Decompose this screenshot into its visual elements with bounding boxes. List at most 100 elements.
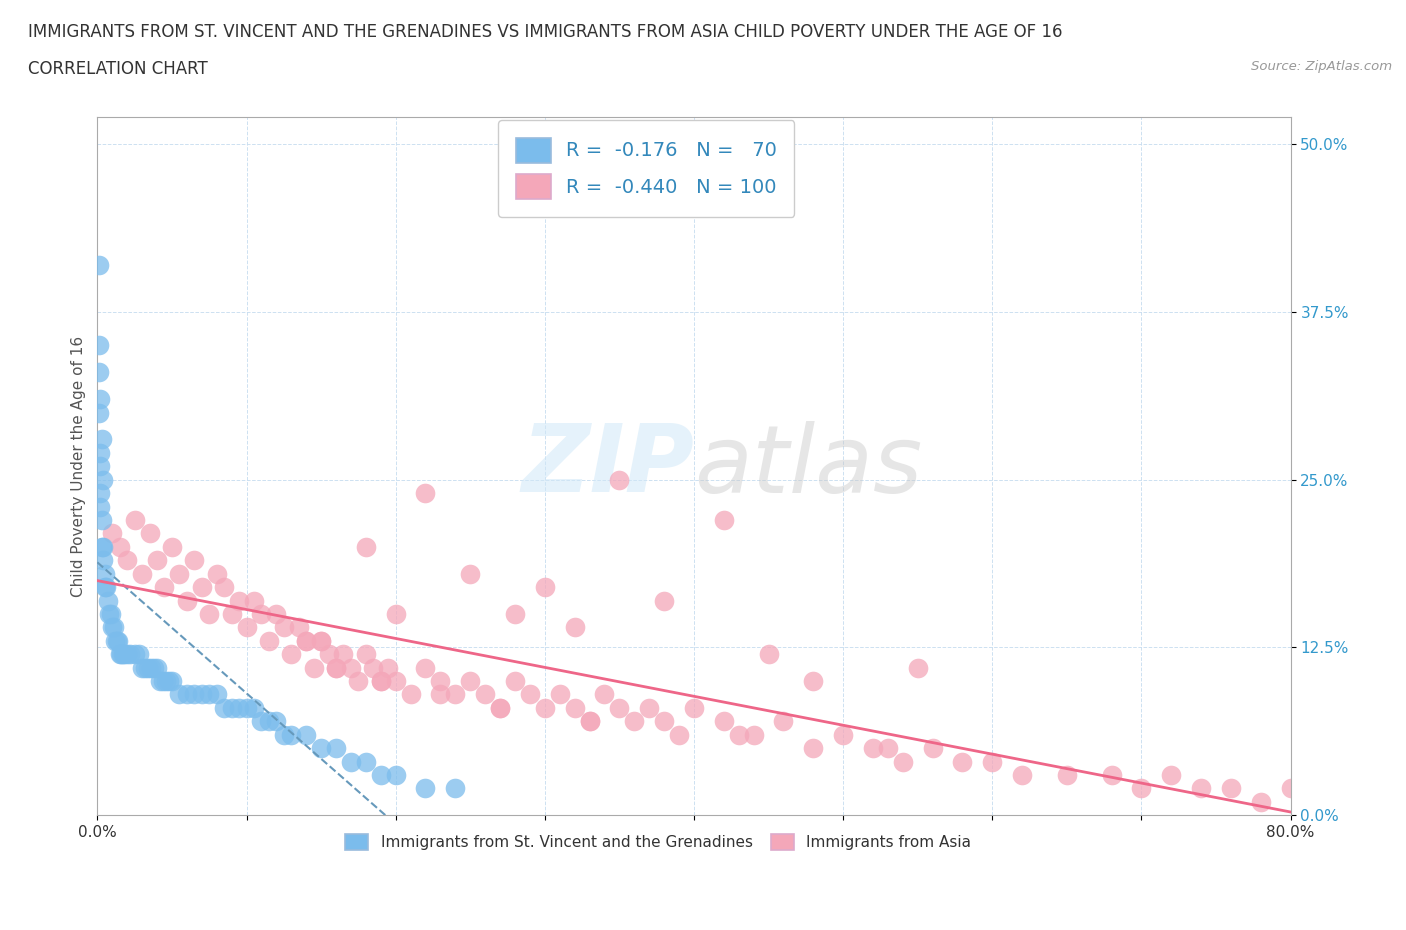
Point	[444, 687, 467, 702]
Point	[190, 579, 212, 594]
Point	[155, 673, 177, 688]
Point	[489, 700, 512, 715]
Point	[332, 646, 354, 661]
Point	[190, 687, 212, 702]
Point	[104, 633, 127, 648]
Point	[564, 620, 586, 635]
Point	[124, 512, 146, 527]
Point	[152, 673, 174, 688]
Point	[832, 727, 855, 742]
Point	[89, 392, 111, 406]
Point	[399, 687, 422, 702]
Point	[1101, 767, 1123, 782]
Point	[713, 512, 735, 527]
Point	[609, 700, 631, 715]
Point	[212, 579, 235, 594]
Point	[772, 714, 794, 729]
Point	[139, 660, 162, 675]
Point	[652, 593, 675, 608]
Point	[458, 566, 481, 581]
Point	[98, 606, 121, 621]
Point	[668, 727, 690, 742]
Point	[295, 633, 318, 648]
Point	[384, 673, 406, 688]
Point	[727, 727, 749, 742]
Point	[198, 606, 221, 621]
Point	[593, 687, 616, 702]
Point	[309, 633, 332, 648]
Point	[221, 606, 243, 621]
Point	[638, 700, 661, 715]
Point	[981, 754, 1004, 769]
Point	[91, 472, 114, 487]
Point	[578, 714, 600, 729]
Point	[146, 660, 169, 675]
Point	[273, 620, 295, 635]
Point	[907, 660, 929, 675]
Text: atlas: atlas	[695, 420, 922, 512]
Point	[90, 512, 112, 527]
Point	[250, 606, 273, 621]
Point	[325, 660, 347, 675]
Point	[801, 740, 824, 755]
Point	[153, 579, 176, 594]
Point	[108, 646, 131, 661]
Point	[503, 673, 526, 688]
Point	[309, 740, 332, 755]
Point	[101, 620, 124, 635]
Point	[111, 646, 134, 661]
Point	[90, 432, 112, 447]
Point	[1189, 781, 1212, 796]
Point	[257, 714, 280, 729]
Point	[266, 714, 288, 729]
Point	[742, 727, 765, 742]
Point	[100, 606, 122, 621]
Point	[370, 673, 392, 688]
Point	[287, 620, 309, 635]
Point	[138, 526, 160, 541]
Point	[205, 566, 228, 581]
Y-axis label: Child Poverty Under the Age of 16: Child Poverty Under the Age of 16	[72, 336, 86, 597]
Point	[89, 499, 111, 514]
Point	[228, 593, 250, 608]
Point	[212, 700, 235, 715]
Point	[91, 539, 114, 554]
Point	[183, 687, 205, 702]
Point	[713, 714, 735, 729]
Point	[415, 660, 437, 675]
Point	[157, 673, 180, 688]
Point	[280, 646, 302, 661]
Point	[862, 740, 884, 755]
Point	[891, 754, 914, 769]
Point	[169, 566, 191, 581]
Point	[124, 646, 146, 661]
Point	[160, 673, 183, 688]
Point	[415, 781, 437, 796]
Point	[280, 727, 302, 742]
Point	[652, 714, 675, 729]
Point	[87, 405, 110, 420]
Point	[87, 365, 110, 379]
Point	[415, 485, 437, 500]
Point	[444, 781, 467, 796]
Point	[136, 660, 159, 675]
Point	[134, 660, 156, 675]
Point	[87, 338, 110, 352]
Point	[1011, 767, 1033, 782]
Point	[302, 660, 325, 675]
Point	[623, 714, 645, 729]
Point	[564, 700, 586, 715]
Point	[101, 526, 124, 541]
Point	[94, 566, 117, 581]
Text: IMMIGRANTS FROM ST. VINCENT AND THE GRENADINES VS IMMIGRANTS FROM ASIA CHILD POV: IMMIGRANTS FROM ST. VINCENT AND THE GREN…	[28, 23, 1063, 41]
Point	[115, 552, 138, 567]
Point	[89, 458, 111, 473]
Point	[683, 700, 706, 715]
Point	[228, 700, 250, 715]
Point	[149, 673, 172, 688]
Point	[250, 714, 273, 729]
Point	[1279, 781, 1302, 796]
Point	[384, 606, 406, 621]
Point	[235, 620, 257, 635]
Point	[91, 552, 114, 567]
